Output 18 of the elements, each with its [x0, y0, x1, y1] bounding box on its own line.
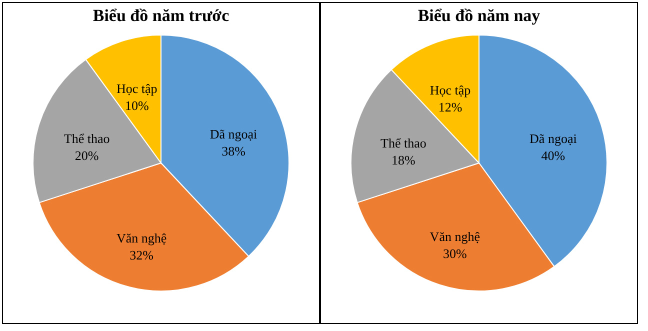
- data-label: 20%: [74, 148, 99, 163]
- data-label: 38%: [222, 143, 246, 158]
- slice-label: Thể thao: [64, 130, 110, 146]
- slice-label: Học tập: [116, 80, 158, 96]
- chart-title: Biểu đồ năm trước: [92, 6, 230, 25]
- slice-label: Văn nghệ: [430, 229, 480, 244]
- data-label: 10%: [124, 98, 149, 113]
- data-label: 40%: [541, 148, 566, 163]
- data-label: 18%: [392, 152, 416, 168]
- slice-label: Dã ngoại: [530, 130, 578, 146]
- data-label: 32%: [130, 248, 154, 263]
- slice-label: Văn nghệ: [116, 230, 167, 246]
- slice-label: Dã ngoại: [210, 126, 258, 142]
- data-label: 30%: [442, 246, 467, 262]
- chart-title: Biểu đồ năm nay: [418, 6, 541, 25]
- data-label: 12%: [438, 99, 462, 114]
- slice-label: Thể thao: [380, 136, 426, 151]
- slice-label: Học tập: [430, 82, 471, 98]
